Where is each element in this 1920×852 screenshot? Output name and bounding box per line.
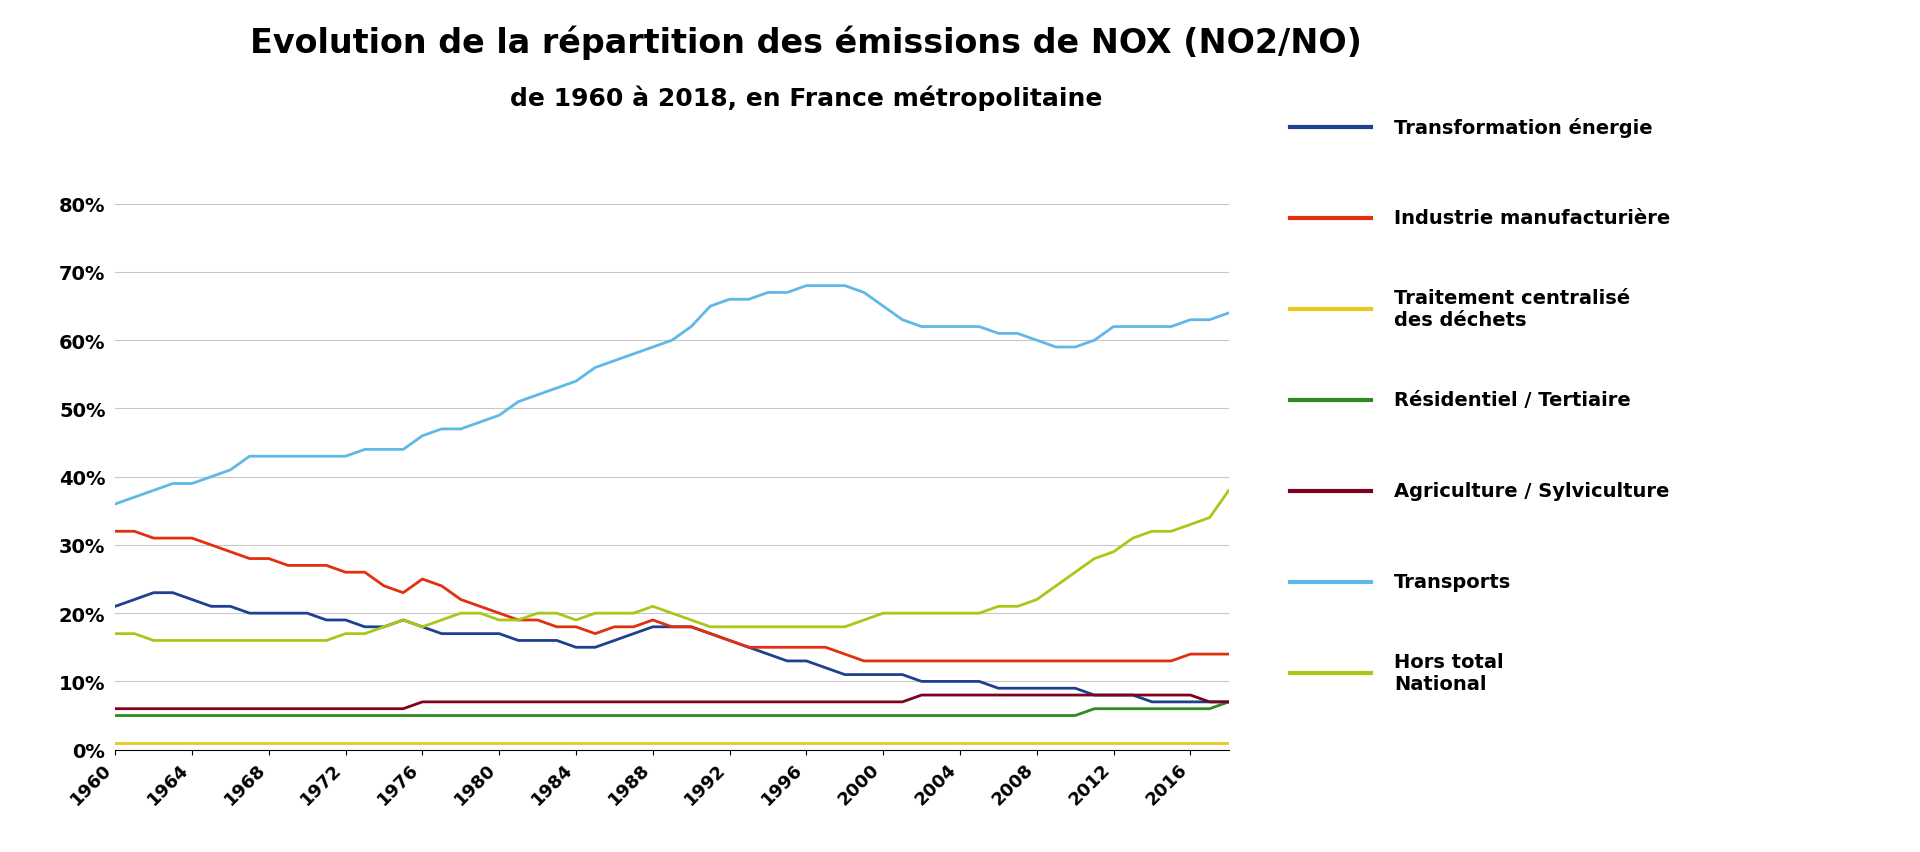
Text: Industrie manufacturière: Industrie manufacturière bbox=[1394, 210, 1670, 228]
Text: Agriculture / Sylviculture: Agriculture / Sylviculture bbox=[1394, 482, 1668, 501]
Text: de 1960 à 2018, en France métropolitaine: de 1960 à 2018, en France métropolitaine bbox=[511, 85, 1102, 111]
Text: Transformation énergie: Transformation énergie bbox=[1394, 118, 1653, 138]
Text: Hors total
National: Hors total National bbox=[1394, 653, 1503, 694]
Text: Résidentiel / Tertiaire: Résidentiel / Tertiaire bbox=[1394, 391, 1630, 410]
Text: Evolution de la répartition des émissions de NOX (NO2/NO): Evolution de la répartition des émission… bbox=[250, 26, 1363, 60]
Text: Transports: Transports bbox=[1394, 573, 1511, 591]
Text: Traitement centralisé
des déchets: Traitement centralisé des déchets bbox=[1394, 289, 1630, 330]
